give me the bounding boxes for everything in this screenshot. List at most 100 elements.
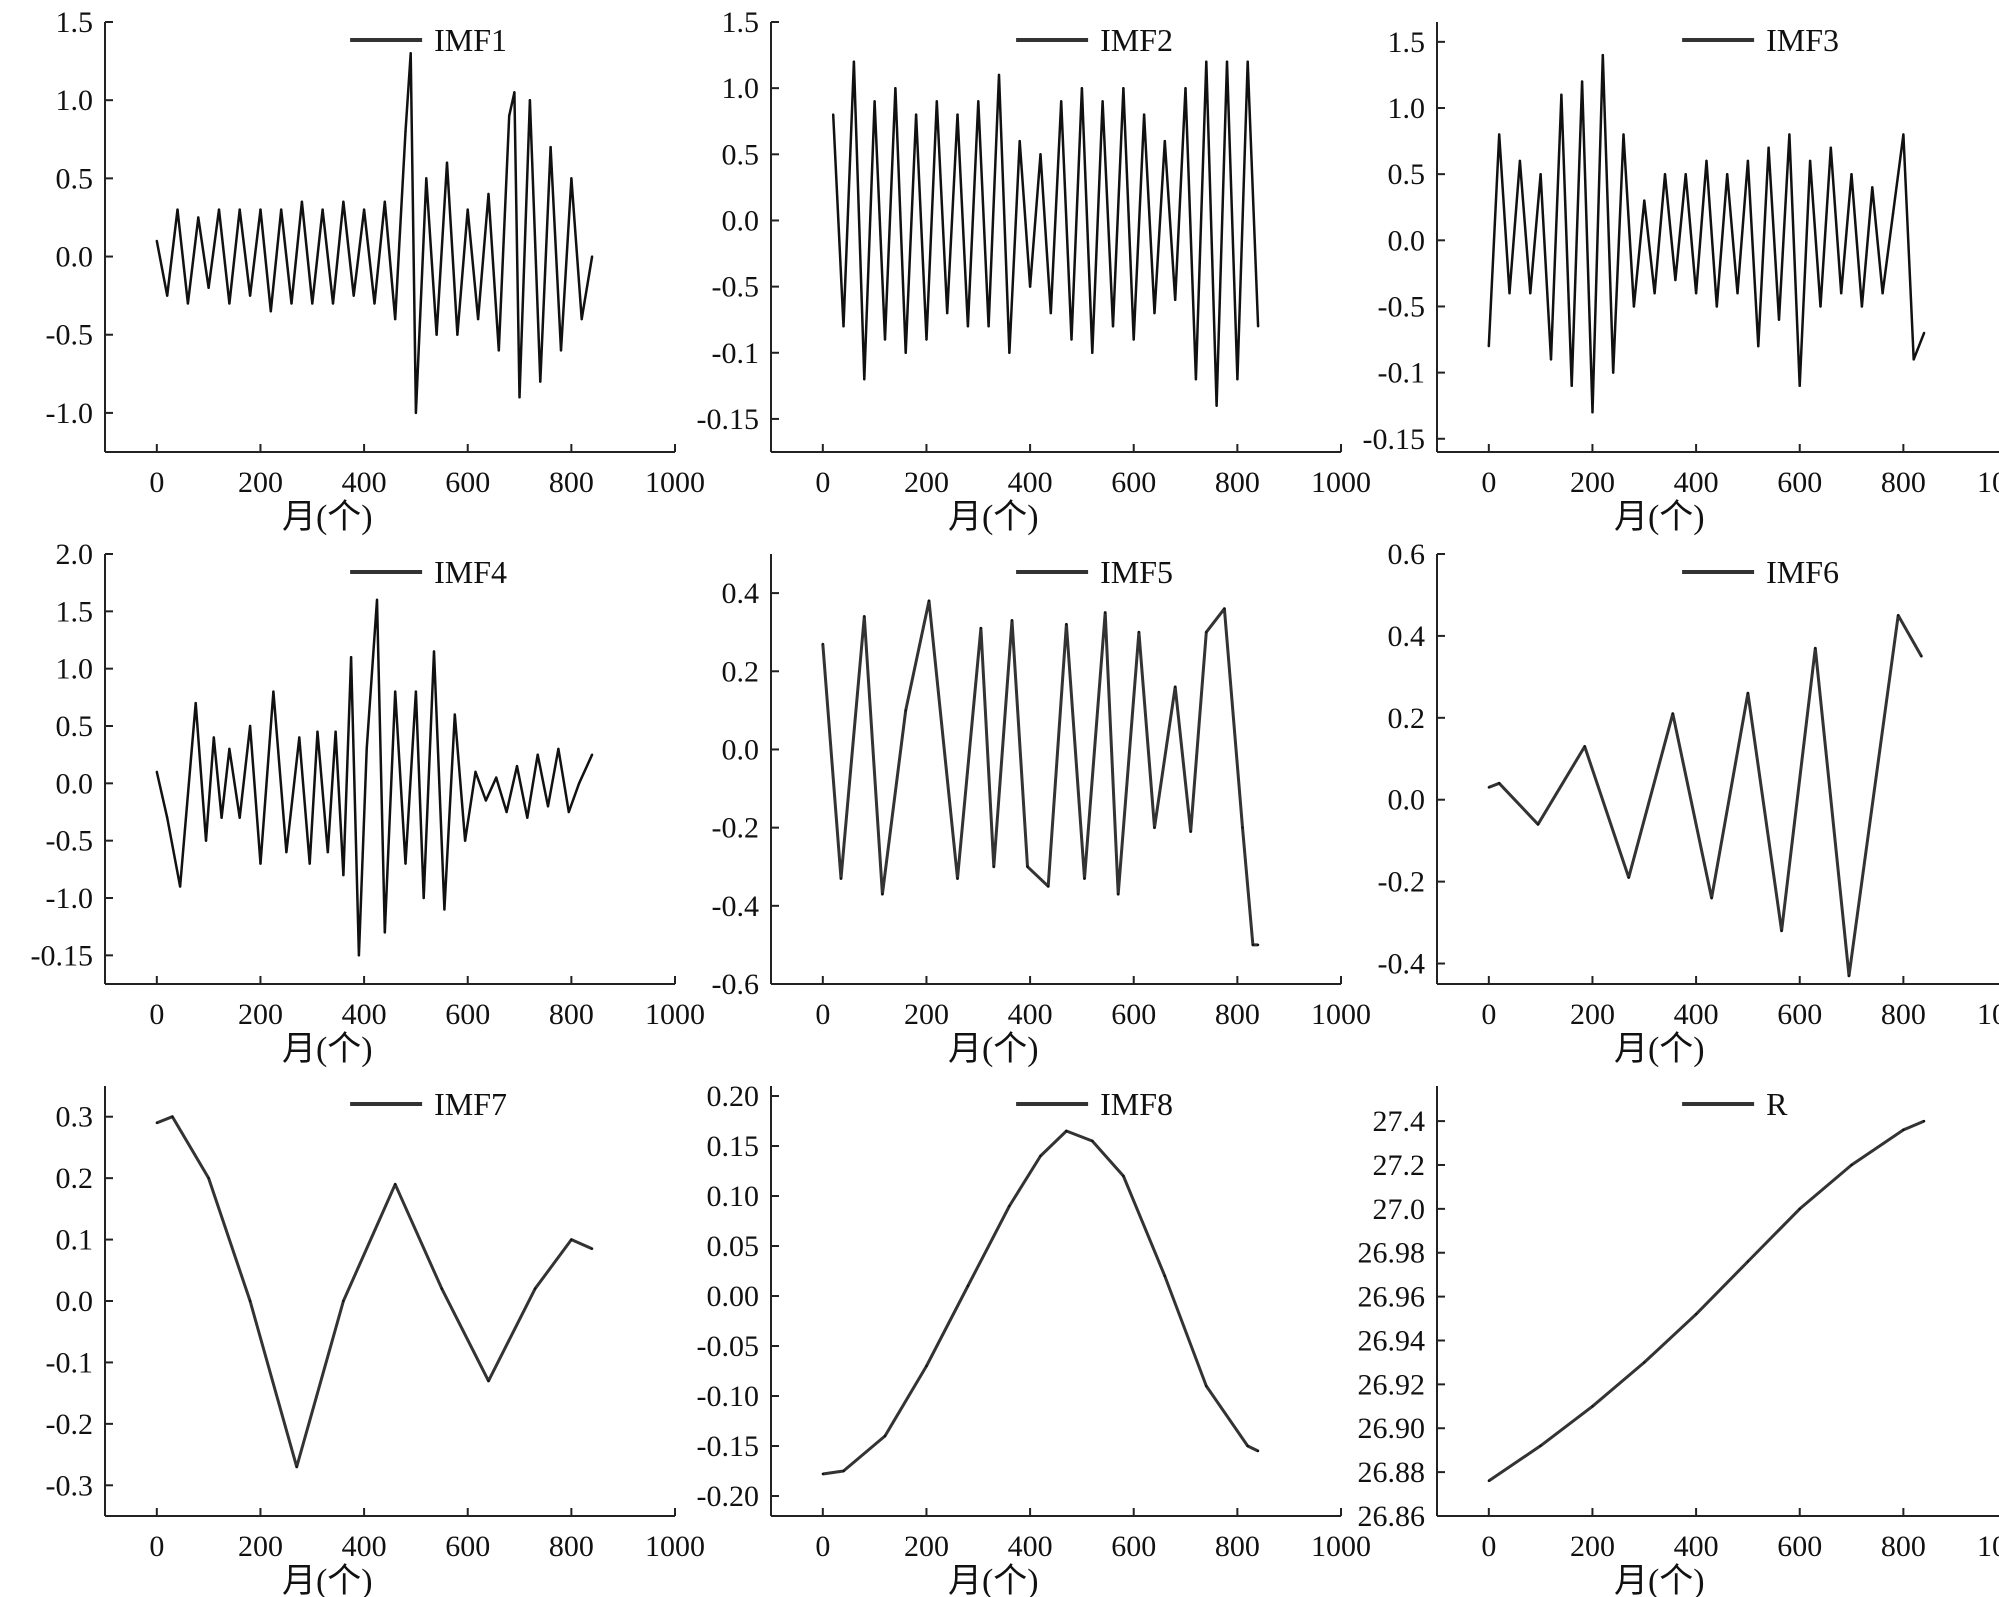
data-point [1746,159,1750,163]
data-point [1847,974,1851,978]
x-tick-label: 800 [1881,1530,1926,1563]
x-axis-label: 月(个) [1614,499,1705,536]
x-tick-label: 200 [904,466,949,499]
data-point [463,839,467,842]
y-tick-label: -0.2 [46,1408,94,1441]
data-point [331,302,335,305]
x-tick-label: 200 [904,1530,949,1563]
data-point [1767,146,1770,149]
data-point [176,208,179,211]
data-point [1601,53,1605,57]
data-point [580,317,583,321]
x-tick-label: 600 [1111,466,1156,499]
x-tick-label: 1000 [1977,1530,1999,1563]
legend-label: IMF1 [434,22,507,58]
data-point [1622,133,1625,136]
data-point [422,896,425,900]
y-tick-label: 26.98 [1358,1237,1426,1270]
x-tick-label: 200 [1570,998,1615,1031]
data-point [228,302,231,305]
y-tick-label: 0.05 [707,1230,760,1263]
data-point [1591,1405,1594,1408]
data-point [1028,285,1032,288]
data-point [1256,943,1260,947]
data-point [290,302,293,305]
x-tick-label: 1000 [1311,998,1371,1031]
data-point [375,598,379,602]
y-tick-label: -0.3 [46,1469,94,1502]
y-tick-label: 1.5 [1388,26,1426,59]
x-tick-label: 0 [1481,1530,1496,1563]
data-point [1163,1274,1167,1278]
data-point [409,52,412,55]
data-point [1194,378,1198,381]
x-tick-label: 800 [549,998,594,1031]
y-tick-label: 0.2 [1388,702,1426,735]
data-point [1715,305,1719,308]
data-point [285,850,288,854]
data-point [863,615,866,618]
y-tick-label: 0.0 [56,241,94,274]
y-tick-label: 1.5 [56,6,94,39]
y-tick-label: 0.5 [56,710,94,743]
x-tick-label: 1000 [645,466,705,499]
x-tick-label: 1000 [1311,1530,1371,1563]
data-point [207,1176,210,1180]
data-point [873,100,876,103]
y-tick-label: 0.2 [722,655,760,688]
data-point [992,865,996,868]
series-line [1487,1119,1925,1483]
data-point [1560,93,1563,96]
data-point [883,1434,887,1438]
chart-panel-7: 0.3 0.2 0.1 0.0 -0.1 -0.2 -0.3 0 200 400 600 800 100… [0,1064,705,1597]
data-point [1798,384,1801,388]
data-point [1814,646,1817,650]
data-point [1780,929,1783,932]
data-point [269,310,273,313]
data-point [321,208,324,211]
data-point [1189,830,1192,833]
y-tick-label: -0.5 [46,825,94,858]
series-line [821,599,1259,947]
data-point [914,113,918,116]
data-point [570,177,573,180]
data-point [373,302,376,305]
chart-svg: 0.3 0.2 0.1 0.0 -0.1 -0.2 -0.3 0 200 400 600 800 100… [46,1086,705,1597]
y-tick-label: 0.15 [707,1130,760,1163]
data-point [1116,892,1120,896]
data-point [298,736,301,739]
data-point [1246,60,1249,63]
chart-svg: 1.5 1.0 0.5 0.0 -0.5 -0.1 -0.15 0 200 400 600 800 10… [1363,22,1999,536]
chart-panel-8: 0.20 0.15 0.10 0.05 0.00 -0.05 -0.10 -0.15 -0.20… [666,1064,1372,1597]
chart-svg: 1.5 1.0 0.5 0.0 -0.5 -1.0 0 200 400 600 800 1000 月(个… [46,6,706,536]
data-point [383,200,387,204]
y-tick-label: 0.4 [1388,620,1426,653]
y-tick-label: 0.3 [56,1101,94,1134]
data-point [326,850,330,854]
x-axis-label: 月(个) [282,1031,373,1068]
data-point [590,753,594,756]
data-point [1570,384,1573,388]
x-tick-label: 600 [1777,1530,1822,1563]
data-point [1777,318,1781,321]
chart-panel-3: 1.5 1.0 0.5 0.0 -0.5 -0.1 -0.15 0 200 400 600 800 10… [1332,0,1999,536]
data-point [549,145,552,149]
x-tick-label: 800 [1215,1530,1260,1563]
data-point [487,192,490,196]
data-point [1549,358,1553,361]
data-point [863,378,866,381]
legend-label: IMF2 [1100,22,1173,58]
legend-label: IMF5 [1100,554,1173,590]
data-point [238,816,241,819]
data-point [1142,113,1146,116]
data-point [300,200,304,204]
data-point [432,650,436,653]
x-tick-label: 400 [1674,1530,1719,1563]
data-point [445,161,449,164]
data-point [497,349,501,352]
data-point [1065,623,1068,626]
data-point [1922,331,1926,335]
data-point [518,396,521,399]
data-point [1663,172,1667,176]
y-tick-label: -0.15 [697,403,760,436]
